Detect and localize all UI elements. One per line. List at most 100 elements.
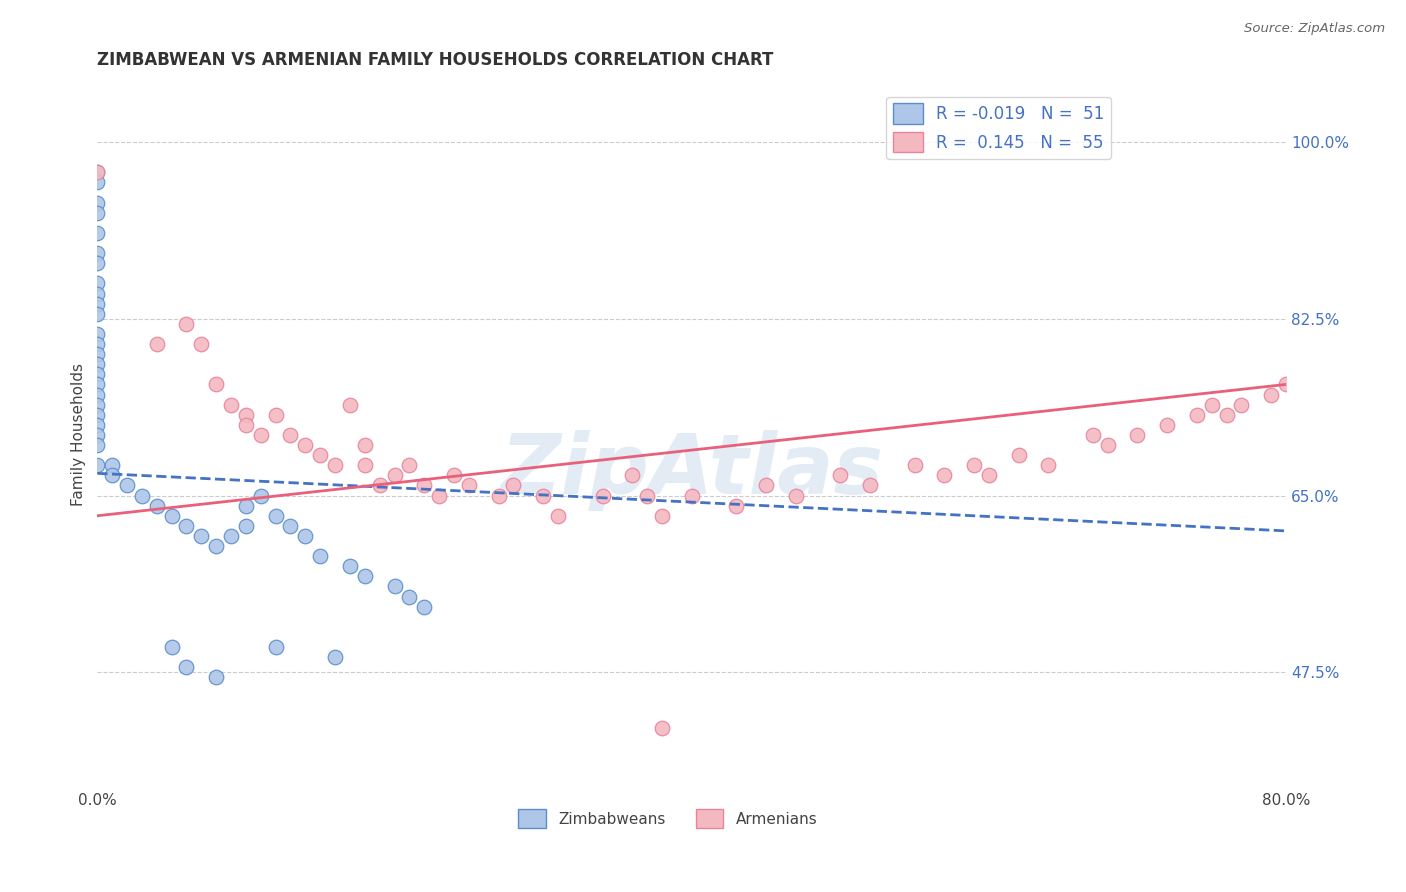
Point (86, 377, 108, 392)
Point (368, 478, 391, 492)
Point (205, 670, 228, 684)
Point (903, 458, 925, 473)
Point (86, 175, 108, 189)
Point (86, 458, 108, 473)
Point (323, 458, 346, 473)
Point (205, 377, 228, 392)
Point (309, 448, 332, 462)
Point (531, 489, 554, 503)
Point (323, 650, 346, 665)
Point (86, 246, 108, 260)
Point (1215, 408, 1237, 422)
Point (413, 478, 436, 492)
Point (115, 478, 138, 492)
Point (86, 398, 108, 412)
Point (294, 438, 316, 452)
Point (101, 458, 124, 473)
Point (86, 408, 108, 422)
Point (830, 468, 852, 483)
Point (309, 549, 332, 564)
Point (190, 529, 212, 543)
Point (86, 165, 108, 179)
Point (725, 499, 748, 513)
Text: ZIMBABWEAN VS ARMENIAN FAMILY HOUSEHOLDS CORRELATION CHART: ZIMBABWEAN VS ARMENIAN FAMILY HOUSEHOLDS… (97, 51, 773, 69)
Point (86, 205, 108, 219)
Point (427, 489, 450, 503)
Point (190, 337, 212, 351)
Point (86, 337, 108, 351)
Point (86, 438, 108, 452)
Point (1156, 417, 1178, 432)
Legend: Zimbabweans, Armenians: Zimbabweans, Armenians (512, 803, 824, 834)
Point (86, 428, 108, 442)
Point (160, 508, 183, 523)
Point (636, 489, 658, 503)
Point (86, 195, 108, 210)
Point (86, 226, 108, 240)
Point (1126, 428, 1149, 442)
Point (219, 529, 242, 543)
Point (1038, 458, 1060, 473)
Point (280, 519, 302, 533)
Point (219, 398, 242, 412)
Point (977, 468, 1000, 483)
Point (176, 519, 198, 533)
Point (785, 489, 807, 503)
Point (86, 277, 108, 291)
Point (160, 640, 183, 654)
Point (1081, 428, 1104, 442)
Point (86, 256, 108, 270)
Point (131, 489, 153, 503)
Point (86, 307, 108, 321)
Point (280, 428, 302, 442)
Point (934, 468, 956, 483)
Point (443, 468, 465, 483)
Point (86, 326, 108, 341)
Point (755, 478, 778, 492)
Point (205, 539, 228, 553)
Point (235, 499, 257, 513)
Point (1185, 408, 1208, 422)
Point (1097, 438, 1119, 452)
Point (1275, 377, 1298, 392)
Point (547, 508, 569, 523)
Point (621, 468, 644, 483)
Point (294, 529, 316, 543)
Point (398, 458, 420, 473)
Point (339, 398, 361, 412)
Point (413, 599, 436, 614)
Point (353, 569, 375, 583)
Point (86, 286, 108, 301)
Point (353, 438, 375, 452)
Point (592, 489, 614, 503)
Point (457, 478, 479, 492)
Point (264, 640, 287, 654)
Point (235, 408, 257, 422)
Point (859, 478, 882, 492)
Point (86, 165, 108, 179)
Point (1007, 448, 1029, 462)
Point (86, 357, 108, 371)
Point (86, 387, 108, 401)
Point (176, 660, 198, 674)
Point (1230, 398, 1253, 412)
Point (235, 417, 257, 432)
Point (176, 317, 198, 331)
Point (86, 417, 108, 432)
Text: ZipAtlas: ZipAtlas (501, 430, 883, 511)
Point (264, 408, 287, 422)
Point (963, 458, 986, 473)
Point (339, 559, 361, 574)
Point (249, 489, 271, 503)
Point (1201, 398, 1223, 412)
Point (1260, 387, 1282, 401)
Y-axis label: Family Households: Family Households (72, 363, 86, 507)
Point (86, 368, 108, 382)
Point (651, 508, 673, 523)
Point (86, 296, 108, 310)
Point (488, 489, 510, 503)
Point (384, 468, 406, 483)
Point (398, 590, 420, 604)
Point (146, 337, 169, 351)
Point (353, 458, 375, 473)
